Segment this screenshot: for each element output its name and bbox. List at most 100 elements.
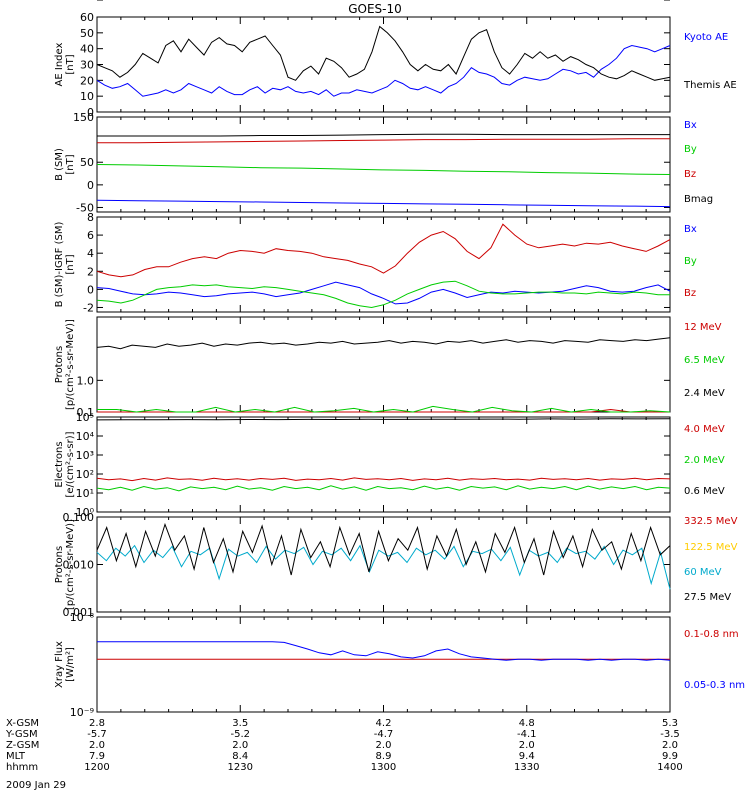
- y-axis-label-line: [nT]: [65, 54, 76, 74]
- y-tick-label: 0.010: [63, 559, 95, 572]
- series-line-bmag: [97, 133, 670, 137]
- legend-2-0-mev: 2.0 MeV: [684, 455, 725, 466]
- ephemeris-row-label: X-GSM: [6, 718, 39, 729]
- ephemeris-row-label: hhmm: [6, 762, 38, 773]
- series-line-bx: [96, 199, 671, 208]
- panel-frame: [96, 416, 671, 513]
- legend-27-5-mev: 27.5 MeV: [684, 592, 731, 603]
- legend-by: By: [684, 256, 697, 267]
- y-tick-label: 10²: [76, 468, 94, 481]
- ephemeris-row-label: Z-GSM: [6, 740, 39, 751]
- ephemeris-table: X-GSMY-GSMZ-GSMMLThhmm2.8-5.72.07.912003…: [5, 718, 683, 773]
- y-axis-label-line: [p/(cm²-s-sr-MeV)]: [65, 519, 76, 610]
- ephemeris-value: 2.0: [519, 740, 535, 751]
- y-axis-label: Protons[p/(cm²-s-sr-MeV)]: [54, 519, 76, 610]
- series-line-27-5-mev: [96, 522, 671, 576]
- ephemeris-value: 1200: [84, 762, 109, 773]
- legend-bz: Bz: [684, 288, 696, 299]
- ephemeris-value: 2.0: [232, 740, 248, 751]
- ephemeris-value: 2.8: [89, 718, 105, 729]
- series-line-4-0-mev: [96, 477, 671, 482]
- y-axis-label-line: [p/(cm²-s-sr-MeV)]: [65, 319, 76, 410]
- ephemeris-value: 4.8: [519, 718, 535, 729]
- legend-themis-ae: Themis AE: [683, 80, 737, 91]
- y-tick-label: 60: [80, 11, 94, 24]
- y-tick-label: 10³: [76, 449, 94, 462]
- y-axis-label-line: B (SM): [54, 148, 65, 181]
- legend-0-1-0-8-nm: 0.1-0.8 nm: [684, 629, 739, 640]
- y-axis-label-line: B (SM)-IGRF (SM): [54, 222, 65, 308]
- y-tick-label: 2: [87, 265, 94, 278]
- series-line-bz: [96, 223, 671, 278]
- series-line-0-05-0-3-nm: [97, 641, 671, 661]
- y-axis-label: B (SM)-IGRF (SM)[nT]: [54, 222, 76, 308]
- y-tick-label: 10: [80, 90, 94, 103]
- panel-frame: [96, 316, 671, 413]
- y-tick-label: 10⁰: [76, 506, 95, 519]
- panel-1: 0 10 20 30 40 50 60 AE Index[nT] Kyoto AE Themis …: [54, 11, 737, 119]
- legend-0-05-0-3-nm: 0.05-0.3 nm: [684, 680, 745, 691]
- panel-frame: [96, 616, 671, 713]
- legend-by: By: [684, 144, 697, 155]
- y-tick-label: 10⁻⁹: [70, 706, 94, 719]
- y-axis-label-line: AE Index: [54, 42, 65, 86]
- y-tick-label: 40: [80, 43, 94, 56]
- y-tick-label: 20: [80, 74, 94, 87]
- ephemeris-row-label: Y-GSM: [5, 729, 38, 740]
- ephemeris-row-label: MLT: [6, 751, 26, 762]
- ephemeris-value: 9.4: [519, 751, 535, 762]
- legend-0-6-mev: 0.6 MeV: [684, 486, 725, 497]
- y-tick-label: 0.100: [63, 511, 95, 524]
- y-axis-label-line: Electrons: [54, 441, 65, 487]
- legend-kyoto-ae: Kyoto AE: [684, 32, 728, 43]
- y-tick-label: 10⁻⁸: [70, 611, 95, 624]
- panel-3: -2 0 2 4 6 8 B (SM)-IGRF (SM)[nT] Bx By Bz: [54, 211, 697, 314]
- ephemeris-value: 1330: [514, 762, 539, 773]
- ephemeris-value: 4.2: [376, 718, 392, 729]
- legend-bz: Bz: [684, 169, 696, 180]
- panel-frame: [96, 216, 671, 313]
- y-axis-label-line: [W/m²]: [65, 647, 76, 682]
- series-line-by: [96, 164, 671, 175]
- panel-4: 0.1 1.0 10.0 Protons[p/(cm²-s-sr-MeV)] 12 Me…: [54, 0, 725, 419]
- y-axis-label-line: [e/(cm²-s-sr)]: [65, 431, 76, 497]
- panel-frame: [96, 116, 671, 213]
- y-tick-label: -2: [83, 301, 94, 314]
- ephemeris-value: 2.0: [662, 740, 678, 751]
- y-tick-label: 150: [73, 111, 94, 124]
- ephemeris-value: 8.9: [376, 751, 392, 762]
- series-line-6-5-mev: [97, 405, 671, 413]
- y-axis-label-line: [nT]: [65, 154, 76, 174]
- series-line-themis-ae: [96, 25, 671, 81]
- panel-6: 0.0010.0100.100Protons[p/(cm²-s-sr-MeV)]…: [54, 511, 738, 619]
- series-line-2-0-mev: [96, 485, 671, 492]
- legend-6-5-mev: 6.5 MeV: [684, 355, 725, 366]
- y-tick-label: 30: [80, 59, 94, 72]
- y-axis-label-line: [nT]: [65, 254, 76, 274]
- ephemeris-value: -5.2: [230, 729, 250, 740]
- y-tick-label: -50: [76, 201, 94, 214]
- series-line-0-6-mev: [96, 418, 671, 421]
- y-axis-label: Xray Flux[W/m²]: [54, 641, 76, 688]
- legend-bx: Bx: [684, 224, 697, 235]
- series-line-bx: [96, 281, 671, 305]
- legend-bx: Bx: [684, 120, 697, 131]
- y-axis-label-line: Protons: [54, 346, 65, 383]
- panel-7: 10⁻⁹ 10⁻⁸ Xray Flux[W/m²] 0.1-0.8 nm 0.05-0.…: [54, 611, 745, 719]
- panel-frame: [96, 16, 671, 113]
- series-line-60-mev: [96, 544, 671, 590]
- y-tick-label: 0.1: [77, 406, 95, 419]
- y-tick-label: 10.0: [70, 0, 95, 3]
- y-tick-label: 100: [73, 0, 94, 3]
- ephemeris-value: -5.7: [87, 729, 107, 740]
- ephemeris-value: -4.1: [517, 729, 537, 740]
- y-tick-label: 1.0: [77, 374, 95, 387]
- y-tick-label: 0: [87, 283, 94, 296]
- legend-2-4-mev: 2.4 MeV: [684, 388, 725, 399]
- ephemeris-value: 1400: [657, 762, 682, 773]
- legend-60-mev: 60 MeV: [684, 567, 722, 578]
- series-line-bz: [97, 138, 670, 144]
- y-axis-label: Protons[p/(cm²-s-sr-MeV)]: [54, 319, 76, 410]
